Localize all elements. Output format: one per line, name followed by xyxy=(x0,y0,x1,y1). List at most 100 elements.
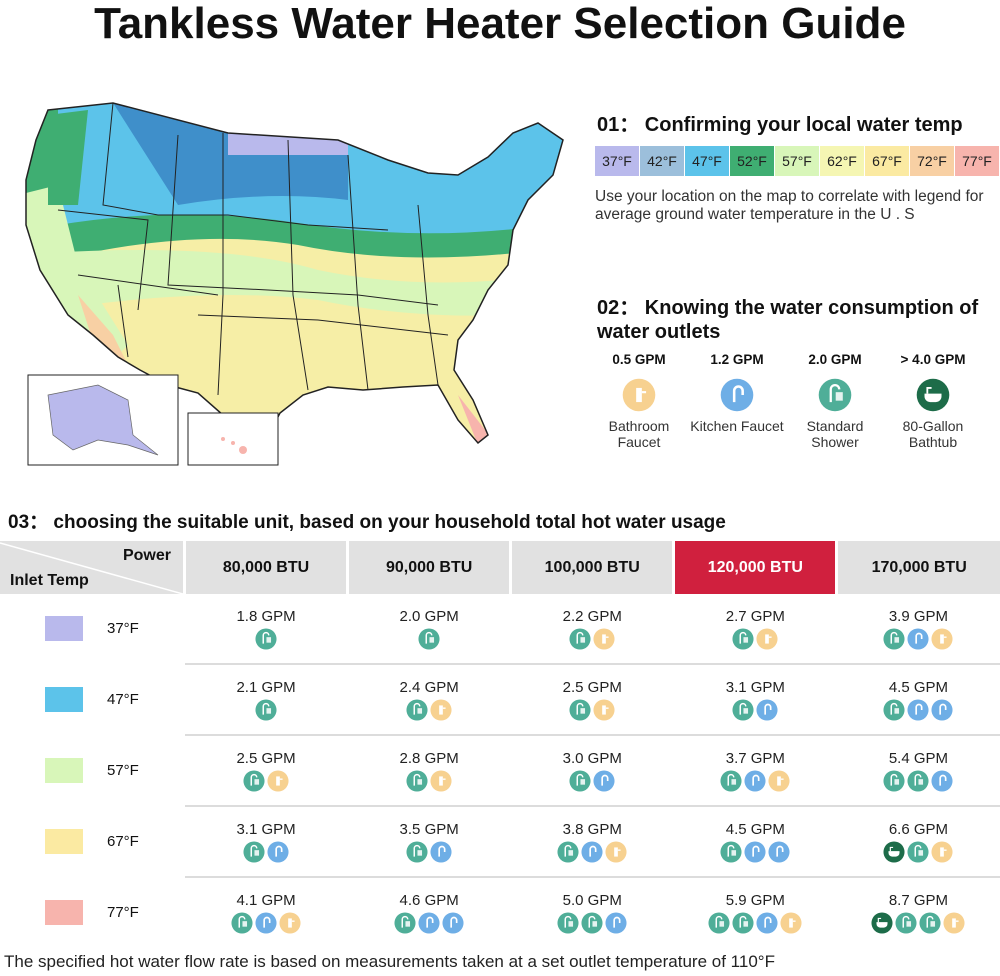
diagonal-divider xyxy=(0,542,183,594)
temperature-legend: 37°F 42°F 47°F 52°F 57°F 62°F 67°F 72°F 77°F xyxy=(595,146,1000,176)
bathroom-faucet-icon xyxy=(931,627,953,650)
outlet-icons xyxy=(185,840,348,863)
flow-rate: 2.2 GPM xyxy=(562,607,622,625)
shower-icon xyxy=(406,840,428,863)
temp-swatch xyxy=(45,616,83,641)
kitchen-faucet-icon xyxy=(931,698,953,721)
kitchen-faucet-icon xyxy=(430,840,452,863)
shower-icon xyxy=(243,840,265,863)
kitchen-faucet-icon xyxy=(418,911,440,934)
flow-cell: 5.9 GPM xyxy=(674,877,837,947)
flow-cell: 2.5 GPM xyxy=(184,735,348,807)
shower-icon xyxy=(720,769,742,792)
flow-rate: 6.6 GPM xyxy=(888,820,949,838)
flow-rate: 4.1 GPM xyxy=(236,891,296,909)
table-row: 77°F 4.1 GPM 4.6 GPM 5.0 GPM 5.9 GPM 8.7 GPM xyxy=(0,877,1000,947)
kitchen-faucet-icon xyxy=(756,911,778,934)
shower-icon xyxy=(406,769,428,792)
outlet-icons xyxy=(837,911,1000,934)
flow-rate: 3.7 GPM xyxy=(725,749,785,767)
table-corner-header: Power Inlet Temp xyxy=(0,541,185,594)
flow-cell: 1.8 GPM xyxy=(184,594,348,665)
outlet-icons xyxy=(185,627,348,650)
bathroom-faucet-icon xyxy=(430,769,452,792)
us-groundwater-temperature-map xyxy=(25,102,564,466)
kitchen-faucet-icon xyxy=(768,840,790,863)
flow-cell: 3.8 GPM xyxy=(510,806,674,878)
flow-rate: 3.8 GPM xyxy=(562,820,622,838)
legend-swatch: 62°F xyxy=(820,146,865,176)
outlet-icons xyxy=(837,769,1000,792)
flow-rate: 2.0 GPM xyxy=(399,607,459,625)
bathtub-icon xyxy=(871,911,893,934)
shower-icon xyxy=(895,911,917,934)
flow-rate: 5.0 GPM xyxy=(562,891,622,909)
outlet-gpm: 0.5 GPM xyxy=(612,352,666,367)
flow-rate: 3.1 GPM xyxy=(725,678,785,696)
shower-icon xyxy=(255,698,277,721)
bathroom-faucet-icon xyxy=(593,698,615,721)
table-row: 57°F 2.5 GPM 2.8 GPM 3.0 GPM 3.7 GPM 5.4 GPM xyxy=(0,735,1000,807)
shower-icon xyxy=(883,769,905,792)
outlet-label: Kitchen Faucet xyxy=(690,418,784,434)
section-2-heading: 02： Knowing the water consumption of wat… xyxy=(597,297,979,343)
shower-icon xyxy=(231,911,253,934)
outlet-icons xyxy=(348,627,511,650)
shower-icon xyxy=(919,911,941,934)
shower-icon xyxy=(569,627,591,650)
outlet-gpm: > 4.0 GPM xyxy=(900,352,966,367)
flow-cell: 2.4 GPM xyxy=(347,664,511,736)
shower-icon xyxy=(883,698,905,721)
shower-icon xyxy=(255,627,277,650)
shower-icon xyxy=(418,627,440,650)
inlet-temp: 77°F xyxy=(107,904,139,921)
outlet-icons xyxy=(674,769,837,792)
outlet-item: 1.2 GPM Kitchen Faucet xyxy=(688,352,786,450)
outlet-label: Bathroom Faucet xyxy=(608,418,670,450)
page-title: Tankless Water Heater Selection Guide xyxy=(94,0,906,48)
flow-cell: 3.7 GPM xyxy=(673,735,837,807)
flow-rate: 3.9 GPM xyxy=(888,607,949,625)
bathroom-faucet-icon xyxy=(622,378,656,412)
flow-cell: 4.6 GPM xyxy=(348,877,511,947)
shower-icon xyxy=(406,698,428,721)
flow-cell: 3.0 GPM xyxy=(510,735,674,807)
flow-rate: 4.5 GPM xyxy=(725,820,785,838)
table-row: 37°F 1.8 GPM 2.0 GPM 2.2 GPM 2.7 GPM 3.9 GPM xyxy=(0,594,1000,665)
shower-icon xyxy=(569,769,591,792)
outlet-icons xyxy=(511,911,674,934)
flow-cell: 8.7 GPM xyxy=(837,877,1000,947)
kitchen-faucet-icon xyxy=(744,769,766,792)
flow-cell: 4.5 GPM xyxy=(836,664,1000,736)
flow-rate: 2.8 GPM xyxy=(399,749,459,767)
kitchen-faucet-icon xyxy=(756,698,778,721)
shower-icon xyxy=(732,911,754,934)
flow-cell: 3.1 GPM xyxy=(184,806,348,878)
kitchen-faucet-icon xyxy=(267,840,289,863)
flow-rate: 1.8 GPM xyxy=(236,607,296,625)
outlet-icons xyxy=(837,627,1000,650)
kitchen-faucet-icon xyxy=(744,840,766,863)
kitchen-faucet-icon xyxy=(907,627,929,650)
legend-swatch: 47°F xyxy=(685,146,730,176)
outlet-item: 2.0 GPM Standard Shower xyxy=(786,352,884,450)
power-label: Power xyxy=(122,547,171,564)
outlet-label: 80-Gallon Bathtub xyxy=(902,418,964,450)
inlet-temp: 67°F xyxy=(107,833,139,850)
flow-rate: 3.0 GPM xyxy=(562,749,622,767)
inlet-temp-cell: 67°F xyxy=(0,806,185,878)
flow-cell: 2.5 GPM xyxy=(510,664,674,736)
kitchen-faucet-icon xyxy=(931,769,953,792)
flow-cell: 2.8 GPM xyxy=(347,735,511,807)
flow-rate: 2.5 GPM xyxy=(236,749,296,767)
inlet-temp-cell: 47°F xyxy=(0,664,185,736)
bathroom-faucet-icon xyxy=(593,627,615,650)
shower-icon xyxy=(907,840,929,863)
flow-rate: 5.9 GPM xyxy=(725,891,785,909)
bathroom-faucet-icon xyxy=(279,911,301,934)
inlet-temp-label: Inlet Temp xyxy=(10,572,89,589)
outlet-icons xyxy=(674,911,837,934)
temp-swatch xyxy=(45,829,83,854)
bathroom-faucet-icon xyxy=(768,769,790,792)
bathroom-faucet-icon xyxy=(430,698,452,721)
